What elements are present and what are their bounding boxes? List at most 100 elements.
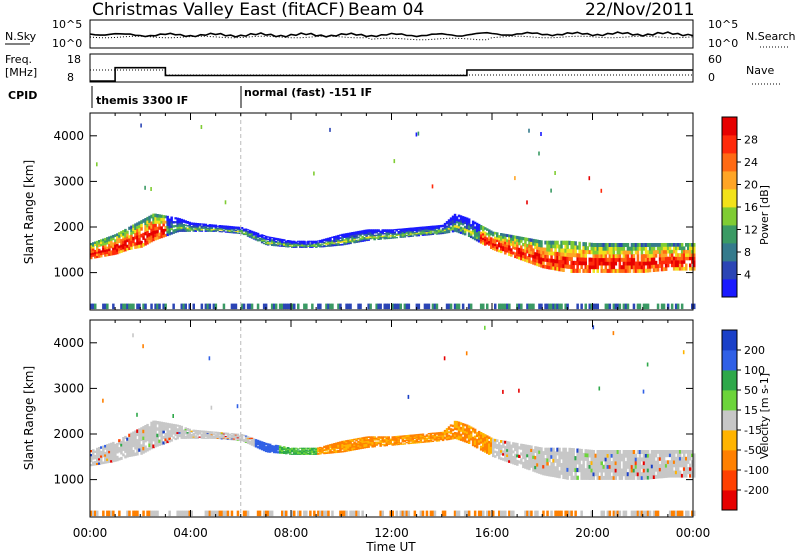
- data-cell: [469, 233, 473, 236]
- data-cell: [389, 237, 392, 239]
- data-cell: [383, 440, 386, 442]
- data-cell: [337, 240, 340, 242]
- near-range-cell: [465, 510, 469, 517]
- data-cell: [270, 449, 274, 451]
- data-cell: [371, 236, 374, 238]
- data-cell: [258, 235, 262, 238]
- data-cell: [278, 242, 282, 244]
- data-cell: [687, 246, 690, 251]
- data-cell: [532, 465, 535, 469]
- data-cell: [281, 242, 284, 244]
- data-cell: [558, 263, 561, 268]
- near-range-cell: [303, 303, 306, 310]
- data-cell: [266, 446, 270, 449]
- data-cell: [379, 235, 382, 238]
- nsearch-tick-top: 10^5: [708, 18, 738, 31]
- data-cell: [423, 233, 427, 235]
- data-cell: [301, 240, 304, 242]
- data-cell: [471, 441, 475, 444]
- data-cell: [494, 243, 497, 247]
- data-cell: [297, 448, 300, 450]
- data-cell: [467, 430, 471, 433]
- data-cell: [293, 451, 296, 453]
- data-cell: [648, 464, 652, 469]
- data-cell: [154, 433, 157, 438]
- near-range-cell: [391, 510, 394, 517]
- data-cell: [178, 219, 181, 222]
- data-cell: [325, 239, 328, 241]
- near-range-cell: [670, 303, 674, 310]
- data-cell: [206, 430, 210, 433]
- data-cell: [319, 448, 322, 450]
- colorbar-swatch: [722, 135, 737, 154]
- data-cell: [648, 243, 652, 247]
- data-cell: [94, 243, 97, 246]
- data-cell: [421, 433, 425, 435]
- data-cell: [562, 263, 565, 269]
- data-cell: [317, 243, 320, 245]
- data-cell: [469, 431, 473, 434]
- data-cell: [453, 222, 457, 226]
- data-cell: [299, 240, 302, 242]
- data-cell: [295, 452, 298, 454]
- power-ylabel: Slant Range [km]: [22, 160, 36, 264]
- data-cell: [256, 444, 260, 446]
- data-cell: [260, 236, 264, 238]
- data-cell: [397, 440, 400, 442]
- data-cell: [475, 227, 479, 230]
- data-cell: [331, 444, 334, 447]
- data-cell: [552, 473, 555, 478]
- data-cell: [502, 243, 505, 247]
- data-cell: [397, 435, 400, 438]
- data-cell: [170, 223, 173, 226]
- data-cell: [270, 448, 274, 450]
- data-cell: [222, 230, 226, 232]
- data-cell: [393, 441, 396, 444]
- near-range-cell: [90, 510, 93, 517]
- data-cell: [144, 228, 147, 232]
- data-cell: [648, 250, 652, 255]
- data-cell: [508, 444, 511, 447]
- x-tick-label: 20:00: [575, 526, 610, 540]
- data-cell: [206, 224, 210, 227]
- data-cell: [566, 244, 569, 249]
- data-cell: [108, 236, 111, 240]
- data-cell: [287, 451, 290, 453]
- data-cell: [208, 226, 212, 229]
- data-cell: [556, 447, 559, 452]
- data-cell: [453, 216, 457, 219]
- data-cell: [676, 260, 680, 264]
- data-cell: [630, 243, 634, 247]
- data-cell: [204, 224, 208, 226]
- near-range-cell: [395, 510, 398, 517]
- data-cell: [230, 226, 234, 229]
- data-cell: [236, 228, 240, 230]
- data-cell: [544, 458, 547, 462]
- data-cell: [210, 224, 214, 226]
- data-cell: [180, 435, 183, 438]
- data-cell: [666, 243, 670, 247]
- data-cell: [634, 268, 638, 273]
- data-cell: [475, 441, 479, 444]
- near-range-cell: [506, 303, 509, 310]
- data-cell: [689, 266, 692, 271]
- data-cell: [624, 475, 628, 480]
- data-cell: [678, 453, 682, 458]
- data-cell: [264, 446, 268, 448]
- data-cell: [685, 253, 688, 257]
- data-cell: [164, 440, 167, 444]
- data-cell: [254, 441, 258, 443]
- near-range-cell: [285, 303, 288, 310]
- data-cell: [506, 451, 509, 455]
- near-range-cell: [96, 510, 99, 517]
- data-cell: [315, 448, 318, 450]
- data-cell: [287, 447, 290, 449]
- data-cell: [130, 447, 133, 451]
- data-cell: [180, 225, 183, 228]
- data-cell: [335, 443, 338, 446]
- data-cell: [445, 230, 449, 232]
- data-cell: [128, 448, 131, 452]
- data-cell: [534, 258, 537, 263]
- data-cell: [600, 246, 603, 251]
- data-cell: [439, 232, 443, 235]
